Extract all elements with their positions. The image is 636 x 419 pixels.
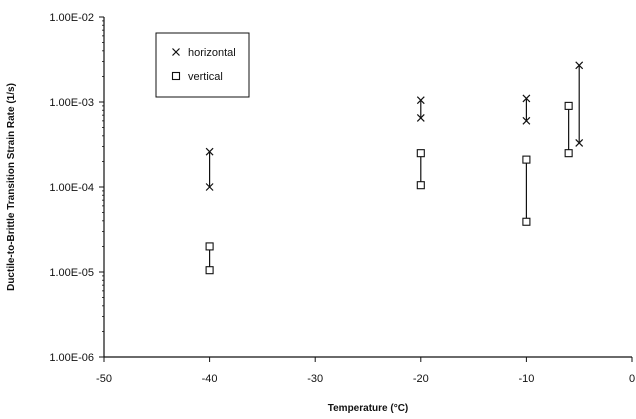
horizontal-point: [522, 94, 531, 103]
y-tick-label: 1.00E-05: [49, 267, 94, 279]
vertical-series: [205, 101, 573, 275]
x-tick-label: -40: [202, 373, 218, 385]
x-marker-stroke: [416, 113, 425, 122]
legend-marker-horizontal: [172, 48, 180, 56]
y-axis-title: Ductile-to-Brittle Transition Strain Rat…: [6, 83, 17, 291]
x-marker-stroke: [522, 94, 531, 103]
y-ticks: 1.00E-06 1.00E-05 1.00E-04 1.00E-03 1.00E-02: [49, 12, 104, 364]
vertical-point: [416, 181, 425, 190]
legend-label-vertical: vertical: [188, 71, 223, 83]
x-marker-stroke: [205, 183, 214, 191]
vertical-point: [522, 155, 531, 164]
horizontal-point: [416, 113, 425, 122]
legend-marker-vertical: [171, 71, 181, 81]
x-tick-label: -10: [518, 373, 534, 385]
horizontal-series: [205, 61, 584, 191]
horizontal-point: [522, 116, 531, 125]
x-marker-stroke: [205, 147, 214, 156]
vertical-point: [564, 101, 573, 110]
x-tick-label: -50: [96, 373, 112, 385]
horizontal-point: [575, 139, 584, 147]
x-marker-stroke: [575, 139, 584, 147]
legend: horizontal vertical: [155, 32, 250, 98]
horizontal-point: [575, 61, 584, 70]
y-tick-label: 1.00E-03: [49, 97, 94, 109]
vertical-point: [416, 149, 425, 158]
vertical-point: [522, 217, 531, 226]
horizontal-point: [205, 183, 214, 191]
legend-box: [155, 32, 250, 98]
legend-label-horizontal: horizontal: [188, 47, 236, 59]
x-marker-stroke: [575, 61, 584, 70]
horizontal-point: [205, 147, 214, 156]
x-ticks: -50 -40 -30 -20 -10 0: [96, 357, 635, 385]
x-tick-label: -20: [413, 373, 429, 385]
x-marker-stroke: [522, 116, 531, 125]
y-tick-label: 1.00E-02: [49, 12, 94, 24]
y-tick-label: 1.00E-06: [49, 352, 94, 364]
x-axis-title: Temperature (°C): [328, 403, 409, 414]
horizontal-point: [416, 96, 425, 105]
vertical-point: [205, 242, 214, 251]
vertical-point: [564, 149, 573, 158]
x-marker-stroke: [416, 96, 425, 105]
plot-area: [205, 61, 584, 275]
y-tick-label: 1.00E-04: [49, 182, 94, 194]
x-tick-label: -30: [307, 373, 323, 385]
vertical-point: [205, 266, 214, 275]
x-tick-label: 0: [629, 373, 635, 385]
x-marker-stroke: [172, 48, 180, 56]
